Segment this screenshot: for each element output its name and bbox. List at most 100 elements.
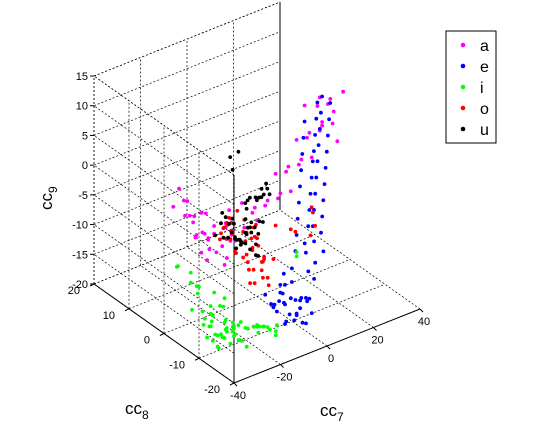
point-i xyxy=(222,320,227,325)
point-u xyxy=(257,195,262,200)
point-e xyxy=(320,214,325,219)
z-tick-label: -20 xyxy=(72,279,88,291)
point-u xyxy=(243,217,248,222)
point-i xyxy=(221,304,226,309)
y-tick-mark xyxy=(159,333,165,336)
point-e xyxy=(306,224,311,229)
point-u xyxy=(226,235,231,240)
point-u xyxy=(234,246,239,251)
point-u xyxy=(252,225,257,230)
point-o xyxy=(261,275,265,280)
point-o xyxy=(252,234,257,239)
y-tick-label: -20 xyxy=(204,384,220,396)
point-e xyxy=(304,296,308,300)
point-e xyxy=(313,191,318,196)
point-a xyxy=(192,214,197,219)
point-i xyxy=(197,285,201,289)
point-a xyxy=(273,171,278,176)
point-a xyxy=(276,196,280,201)
y-tick-label: 10 xyxy=(103,310,115,322)
point-e xyxy=(290,280,294,284)
point-e xyxy=(294,233,299,237)
point-i xyxy=(232,326,236,331)
point-a xyxy=(227,208,232,213)
point-i xyxy=(238,320,243,324)
z-axis-label: cc9 xyxy=(37,186,60,210)
y-axis-label: cc8 xyxy=(125,399,149,422)
point-a xyxy=(320,120,324,124)
point-a xyxy=(242,225,247,230)
point-a xyxy=(185,199,190,204)
point-e xyxy=(326,133,330,138)
point-o xyxy=(265,275,270,280)
legend-label-u: u xyxy=(480,122,489,139)
point-a xyxy=(250,210,255,215)
point-u xyxy=(267,192,272,197)
point-u xyxy=(244,232,249,237)
point-o xyxy=(248,281,253,286)
point-o xyxy=(251,267,256,272)
point-o xyxy=(259,268,264,273)
point-u xyxy=(261,220,265,224)
point-a xyxy=(299,157,304,162)
x-tick-label: 20 xyxy=(371,335,383,347)
point-a xyxy=(252,205,257,210)
point-u xyxy=(261,192,266,197)
point-u xyxy=(243,201,248,206)
point-a xyxy=(286,164,291,169)
back-wall-grid-z-6 xyxy=(93,31,281,107)
point-i xyxy=(243,326,248,330)
point-e xyxy=(293,298,298,302)
point-i xyxy=(257,324,262,329)
point-i xyxy=(190,308,194,312)
point-e xyxy=(323,166,328,170)
point-o xyxy=(266,283,271,288)
point-e xyxy=(290,266,294,271)
point-i xyxy=(201,323,206,327)
point-u xyxy=(245,198,250,203)
back-wall-grid-z-4 xyxy=(93,90,281,166)
point-a xyxy=(288,189,293,194)
point-a xyxy=(183,213,187,218)
point-o xyxy=(262,255,266,259)
point-i xyxy=(202,316,207,321)
point-u xyxy=(265,186,270,191)
point-i xyxy=(261,324,265,329)
point-e xyxy=(307,296,312,301)
point-e xyxy=(302,119,307,124)
point-i xyxy=(188,280,193,285)
point-e xyxy=(307,208,312,212)
point-u xyxy=(233,235,237,240)
z-tick-label: 0 xyxy=(82,160,88,172)
point-a xyxy=(320,123,324,128)
point-a xyxy=(204,211,208,216)
point-e xyxy=(302,241,307,246)
point-e xyxy=(277,299,281,303)
back-wall-grid-z-0 xyxy=(93,209,281,285)
point-i xyxy=(244,344,249,349)
point-i xyxy=(219,332,223,337)
point-i xyxy=(228,341,233,346)
x-tick-mark xyxy=(373,327,377,331)
point-u xyxy=(264,181,268,186)
point-i xyxy=(230,329,235,334)
point-u xyxy=(220,211,225,215)
point-u xyxy=(230,216,235,221)
point-i xyxy=(188,270,193,275)
back-wall-grid-z-2 xyxy=(93,150,281,225)
point-e xyxy=(321,249,326,254)
point-i xyxy=(200,309,205,314)
point-i xyxy=(174,265,179,269)
point-a xyxy=(199,211,204,215)
point-u xyxy=(243,241,248,246)
point-a xyxy=(205,258,210,263)
point-e xyxy=(320,94,324,99)
back-wall-grid-z-5 xyxy=(93,61,281,136)
point-i xyxy=(212,290,217,295)
point-o xyxy=(245,260,250,265)
legend-marker-e xyxy=(460,63,466,69)
point-e xyxy=(282,300,286,305)
point-a xyxy=(171,204,176,209)
point-o xyxy=(241,255,246,260)
